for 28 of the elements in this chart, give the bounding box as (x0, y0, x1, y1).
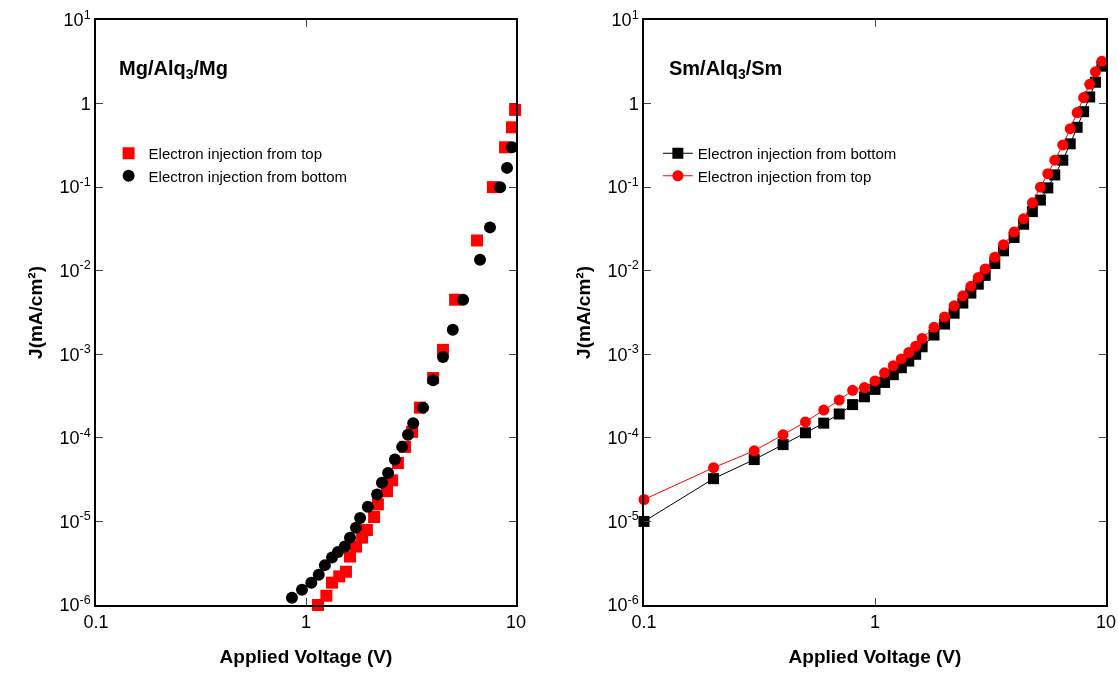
y-tick-label: 10$^{-2}$ (59, 258, 91, 282)
y-tick-label: 10$^{-5}$ (607, 509, 639, 532)
y-tick-label: 10$^{1}$ (611, 7, 639, 31)
x-axis-title: Applied Voltage (V) (788, 645, 962, 667)
text: Sm/Alq$_{3}$/Sm (669, 57, 783, 83)
x-tick-label: 10 (1095, 612, 1117, 633)
y-tick-label: 10$^{-5}$ (59, 509, 91, 532)
y-tick-label: 10$^{-4}$ (59, 425, 91, 449)
y-axis-title: J(mA/cm²) (24, 266, 46, 359)
y-tick-label: 10$^{-2}$ (607, 258, 639, 282)
y-tick-label: 10$^{-4}$ (607, 425, 639, 449)
legend-label: Electron injection from bottom (697, 145, 897, 163)
y-tick-label: 10$^{-1}$ (607, 174, 639, 198)
x-tick-label: 10 (505, 612, 527, 633)
text: Mg/Alq$_{3}$/Mg (119, 57, 228, 83)
legend-label: Electron injection from top (148, 145, 323, 163)
y-tick-label: 1 (80, 93, 91, 114)
legend-label: Electron injection from top (697, 167, 872, 185)
x-tick-label: 1 (869, 612, 881, 633)
x-tick-label: 1 (300, 612, 312, 633)
y-tick-label: 1 (628, 93, 639, 114)
y-axis-title: J(mA/cm²) (572, 266, 594, 359)
y-tick-label: 10$^{-1}$ (59, 174, 91, 198)
y-tick-label: 10$^{-3}$ (607, 342, 639, 365)
legend-label: Electron injection from bottom (148, 167, 348, 185)
x-axis-title: Applied Voltage (V) (219, 645, 393, 667)
y-tick-label: 10$^{1}$ (63, 7, 91, 31)
y-tick-label: 10$^{-3}$ (59, 342, 91, 365)
